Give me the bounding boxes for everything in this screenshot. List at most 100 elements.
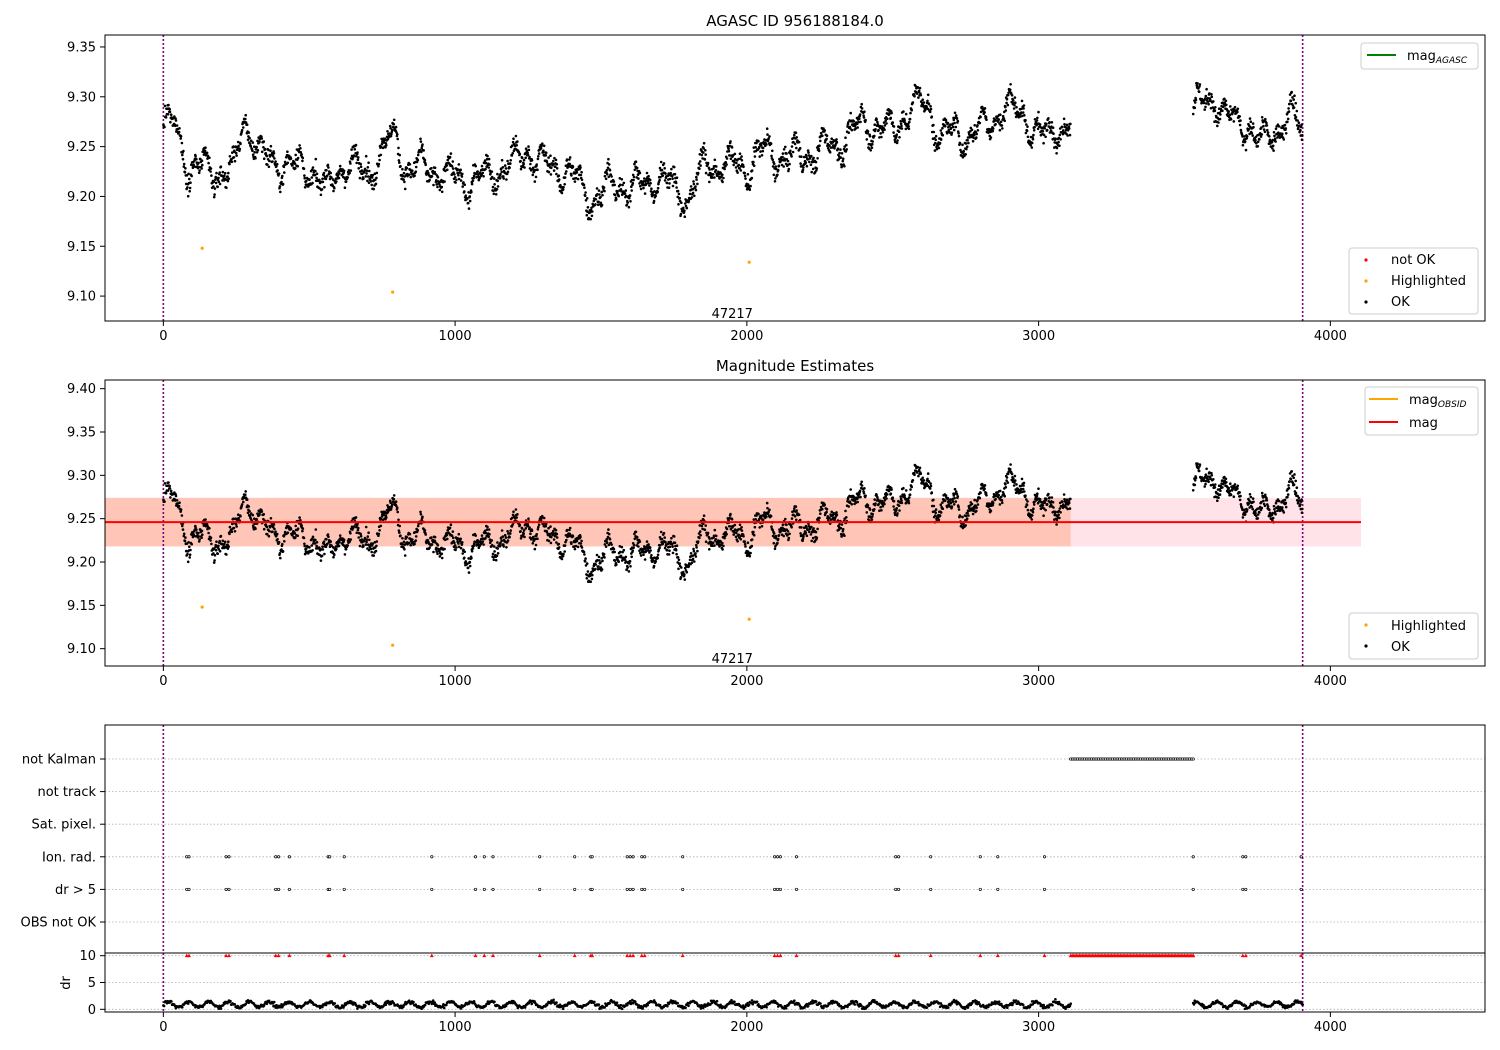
ok-point xyxy=(1276,136,1279,139)
ok-point xyxy=(1035,494,1039,498)
ok-point xyxy=(902,110,905,113)
ok-point xyxy=(858,493,861,496)
ok-point xyxy=(414,539,418,542)
ok-point xyxy=(839,526,843,530)
ok-point xyxy=(281,542,284,546)
ok-point xyxy=(644,182,648,185)
ok-point xyxy=(704,171,708,175)
ok-point xyxy=(371,173,375,177)
ok-point xyxy=(708,180,711,184)
ok-point xyxy=(163,500,166,503)
ok-point xyxy=(1062,503,1065,506)
ok-point xyxy=(965,147,968,151)
ok-point xyxy=(552,538,556,541)
ok-point xyxy=(584,199,588,202)
ok-point xyxy=(463,556,466,560)
ok-point xyxy=(1054,137,1057,140)
ok-point xyxy=(929,107,933,111)
ok-point xyxy=(696,549,699,553)
ok-point xyxy=(435,183,439,186)
ok-point xyxy=(186,194,190,198)
ok-point xyxy=(401,537,404,540)
ok-point xyxy=(386,130,389,133)
ok-point xyxy=(218,539,221,543)
ok-point xyxy=(1212,478,1215,481)
ok-point xyxy=(314,157,318,161)
ok-point xyxy=(983,107,987,110)
ok-point xyxy=(430,543,434,546)
ok-point xyxy=(607,175,611,179)
ok-point xyxy=(891,496,895,500)
ok-point xyxy=(771,158,774,161)
ok-point xyxy=(1012,107,1016,110)
ok-point xyxy=(746,173,750,176)
ok-point xyxy=(612,180,616,183)
ok-point xyxy=(1047,492,1050,496)
ok-point xyxy=(1271,138,1275,142)
ok-point xyxy=(434,172,437,176)
ok-point xyxy=(1228,113,1232,117)
ok-point xyxy=(677,192,681,196)
ok-point xyxy=(446,168,449,172)
ok-point xyxy=(498,544,502,548)
ok-point xyxy=(173,499,177,502)
ok-point xyxy=(719,171,722,175)
ok-point xyxy=(958,142,962,145)
ok-point xyxy=(402,540,406,544)
ok-point xyxy=(647,174,650,178)
ok-point xyxy=(580,546,584,549)
ok-point xyxy=(254,156,257,160)
ok-point xyxy=(212,195,216,199)
ok-point xyxy=(869,149,872,152)
ok-point xyxy=(374,182,378,186)
ok-point xyxy=(1291,104,1295,107)
ok-point xyxy=(188,186,192,190)
ok-point xyxy=(1067,501,1071,505)
ok-point xyxy=(821,134,824,137)
ok-point xyxy=(941,501,944,504)
ok-point xyxy=(348,171,352,175)
ok-point xyxy=(555,167,559,170)
ok-point xyxy=(218,171,221,174)
ok-point xyxy=(318,187,322,190)
ok-point xyxy=(390,503,394,506)
ok-point xyxy=(713,158,717,162)
ok-point xyxy=(1299,125,1303,129)
ok-point xyxy=(957,134,961,138)
ok-point xyxy=(1000,124,1004,127)
ok-point xyxy=(975,136,978,139)
ok-point xyxy=(255,518,258,521)
ok-point xyxy=(325,174,329,178)
ok-point xyxy=(524,147,528,150)
ok-point xyxy=(825,134,829,137)
ok-point xyxy=(377,162,381,166)
ok-point xyxy=(608,537,612,541)
ok-point xyxy=(972,509,975,513)
ok-point xyxy=(1197,87,1200,90)
ok-point xyxy=(603,174,607,178)
ok-point xyxy=(1021,487,1025,491)
ok-point xyxy=(189,548,192,552)
ok-point xyxy=(877,503,880,506)
ok-point xyxy=(897,130,901,133)
ok-point xyxy=(919,472,923,476)
ok-point xyxy=(976,129,980,132)
ok-point xyxy=(958,514,962,518)
ok-point xyxy=(508,166,511,170)
ok-point xyxy=(544,154,548,157)
ok-point xyxy=(631,549,635,552)
ok-point xyxy=(367,548,371,552)
ok-point xyxy=(711,173,715,176)
ok-point xyxy=(757,512,760,516)
ok-point xyxy=(985,118,988,121)
ok-point xyxy=(776,168,780,172)
ok-point xyxy=(506,170,510,174)
ok-point xyxy=(670,174,674,178)
ok-point xyxy=(683,578,687,581)
ok-point xyxy=(311,535,315,539)
ok-point xyxy=(194,526,197,529)
ok-point xyxy=(1239,119,1242,122)
ok-point xyxy=(240,128,244,132)
ok-point xyxy=(519,530,522,533)
ok-point xyxy=(332,189,335,193)
